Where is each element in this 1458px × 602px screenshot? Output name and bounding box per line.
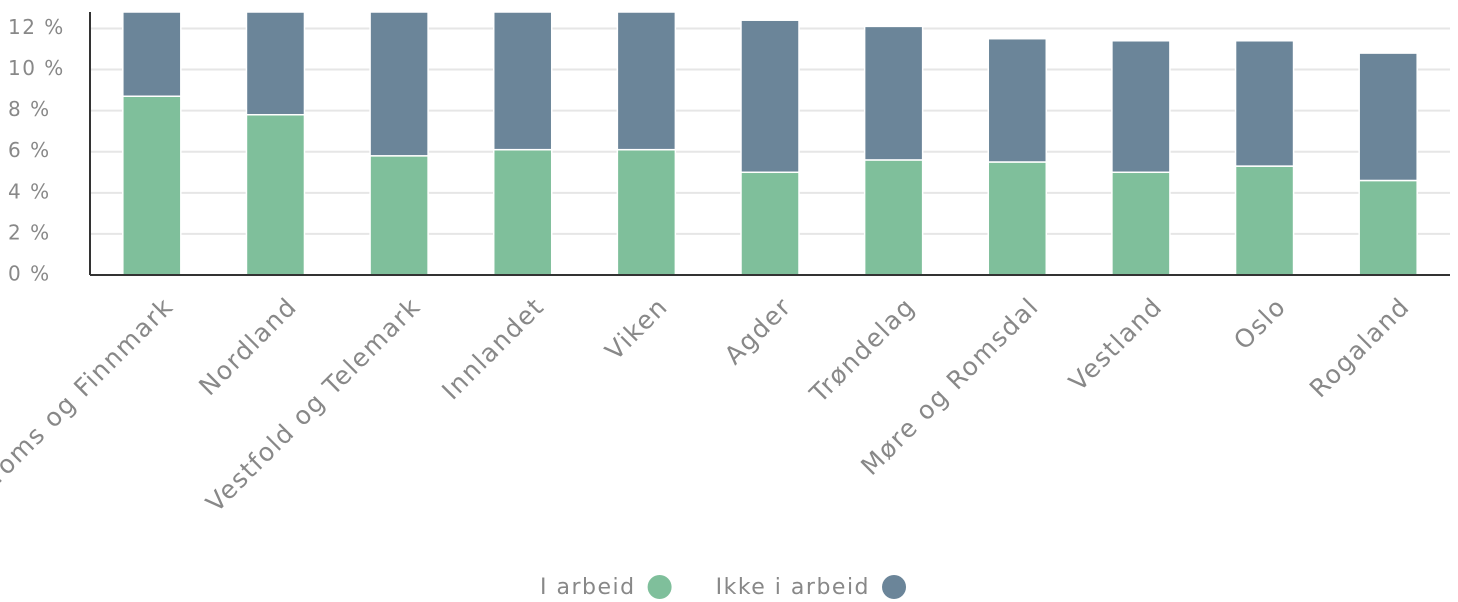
bar-segment <box>740 19 800 174</box>
legend-label: Ikke i arbeid <box>716 575 870 600</box>
bar-segment <box>1358 179 1418 276</box>
bar-segment <box>863 159 924 276</box>
x-tick-label: Nordland <box>193 292 302 401</box>
bar-segment <box>492 11 553 151</box>
bar-segment <box>987 161 1048 276</box>
bar-segment <box>1358 52 1418 182</box>
legend-swatch <box>647 575 672 599</box>
bar-segment <box>1234 165 1295 276</box>
y-tick-label: 6 % <box>8 138 51 162</box>
y-tick-label: 2 % <box>8 220 51 244</box>
bar-segment <box>245 11 306 116</box>
x-tick-label: Oslo <box>1228 292 1292 356</box>
bar-segment <box>616 148 677 276</box>
bar-segment <box>122 11 182 97</box>
legend-swatch <box>882 575 907 599</box>
bar-segment <box>616 11 677 151</box>
x-tick-label: Viken <box>599 292 673 366</box>
y-tick-label: 12 % <box>8 15 65 39</box>
x-tick-label: Trøndelag <box>804 292 921 409</box>
bar-segment <box>122 95 182 276</box>
y-tick-label: 8 % <box>8 97 51 121</box>
x-tick-label: Agder <box>719 292 797 370</box>
bar-segment <box>369 155 429 276</box>
y-tick-label: 0 % <box>8 262 51 286</box>
legend-label: I arbeid <box>540 575 636 600</box>
bar-segment <box>987 37 1048 163</box>
bar-segment <box>492 148 553 276</box>
bar-segment <box>863 25 924 161</box>
bar-segment <box>1111 40 1171 174</box>
x-tick-label: Vestfold og Telemark <box>200 292 426 518</box>
x-tick-label: Innlandet <box>436 292 550 406</box>
bar-segment <box>1234 40 1295 167</box>
bar-segment <box>245 113 306 276</box>
bar-segment <box>1111 171 1171 276</box>
y-tick-label: 10 % <box>8 56 65 80</box>
bar-segment <box>740 171 800 276</box>
x-tick-label: Rogaland <box>1304 292 1416 404</box>
x-tick-label: Vestland <box>1063 292 1168 397</box>
bar-segment <box>369 11 429 157</box>
y-tick-label: 4 % <box>8 179 51 203</box>
x-tick-label: Troms og Finnmark <box>0 292 179 499</box>
